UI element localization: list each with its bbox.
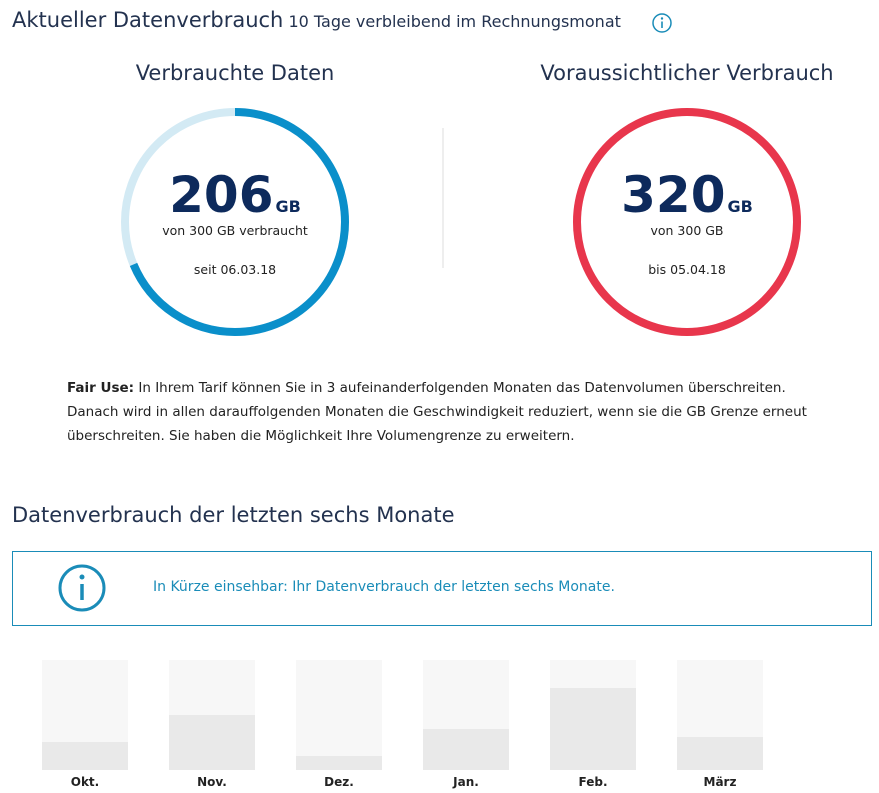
gauge-value: 206 GB: [169, 166, 301, 224]
header-title: Aktueller Datenverbrauch: [12, 8, 284, 32]
bar-track: [296, 660, 382, 770]
gauge-date: seit 06.03.18: [194, 262, 276, 277]
gauge-title: Voraussichtlicher Verbrauch: [540, 61, 833, 85]
gauge-title: Verbrauchte Daten: [136, 61, 335, 85]
header-subtitle: 10 Tage verbleibend im Rechnungsmonat: [288, 12, 621, 31]
notice-icon: [58, 564, 106, 612]
gauge-caption: von 300 GB verbraucht: [162, 223, 308, 238]
fair-use-label: Fair Use:: [67, 380, 135, 396]
x-tick-label: Dez.: [324, 775, 354, 789]
notice-box: [12, 551, 872, 626]
gauge-number: 206: [169, 166, 273, 224]
x-tick-label: Nov.: [197, 775, 227, 789]
notice-text: In Kürze einsehbar: Ihr Datenverbrauch d…: [153, 579, 615, 595]
bar: [42, 742, 128, 770]
fair-use-text: In Ihrem Tarif können Sie in 3 aufeinand…: [67, 380, 807, 444]
x-tick-label: Feb.: [579, 775, 608, 789]
bar: [296, 756, 382, 770]
header: Aktueller Datenverbrauch 10 Tage verblei…: [12, 8, 621, 32]
x-tick-label: März: [704, 775, 737, 789]
x-tick-label: Okt.: [71, 775, 99, 789]
fair-use: Fair Use: In Ihrem Tarif können Sie in 3…: [67, 376, 807, 448]
gauge-date: bis 05.04.18: [648, 262, 726, 277]
bar: [677, 737, 763, 770]
gauge-unit: GB: [728, 197, 753, 216]
bar: [550, 688, 636, 770]
info-icon[interactable]: [652, 13, 672, 33]
gauge-caption: von 300 GB: [650, 223, 723, 238]
gauge-unit: GB: [276, 197, 301, 216]
gauge-number: 320: [621, 166, 725, 224]
bar: [169, 715, 255, 770]
gauge-arc: [121, 108, 349, 336]
gauge-value: 320 GB: [621, 166, 753, 224]
chart-title: Datenverbrauch der letzten sechs Monate: [12, 503, 455, 527]
bar: [423, 729, 509, 770]
x-tick-label: Jan.: [452, 775, 479, 789]
gauge-arc: [573, 108, 801, 336]
